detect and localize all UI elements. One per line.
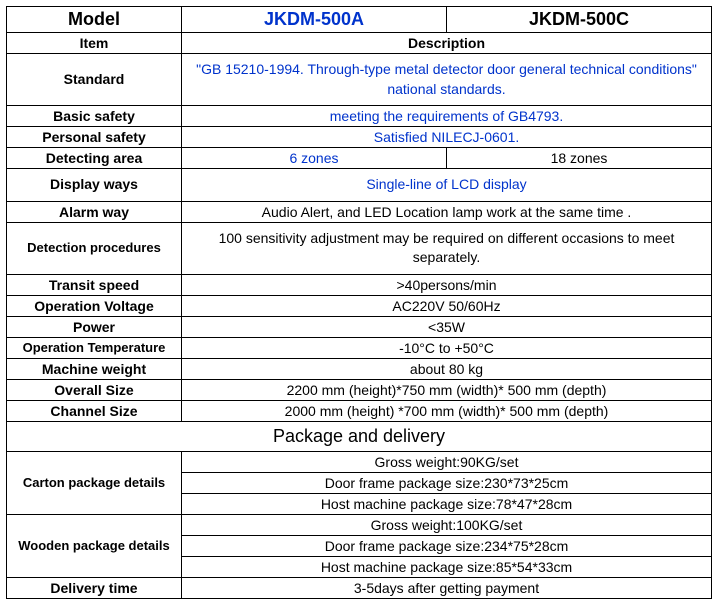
row-label-channel-size: Channel Size bbox=[7, 400, 182, 421]
table-row: Item Description bbox=[7, 33, 712, 54]
spec-table: Model JKDM-500A JKDM-500C Item Descripti… bbox=[6, 6, 712, 599]
header-row: Model JKDM-500A JKDM-500C bbox=[7, 7, 712, 33]
row-value-detecting-area-c: 18 zones bbox=[447, 148, 712, 169]
table-row: Detection procedures 100 sensitivity adj… bbox=[7, 222, 712, 274]
table-row: Wooden package details Gross weight:100K… bbox=[7, 514, 712, 535]
row-label-machine-weight: Machine weight bbox=[7, 358, 182, 379]
model-a-header: JKDM-500A bbox=[182, 7, 447, 33]
row-label-detecting-area: Detecting area bbox=[7, 148, 182, 169]
table-row: Overall Size 2200 mm (height)*750 mm (wi… bbox=[7, 379, 712, 400]
row-value-carton-l1: Gross weight:90KG/set bbox=[182, 451, 712, 472]
table-row: Transit speed >40persons/min bbox=[7, 274, 712, 295]
row-label-operation-temperature: Operation Temperature bbox=[7, 337, 182, 358]
row-label-wooden: Wooden package details bbox=[7, 514, 182, 577]
row-value-transit-speed: >40persons/min bbox=[182, 274, 712, 295]
section-package-delivery: Package and delivery bbox=[7, 421, 712, 451]
row-value-channel-size: 2000 mm (height) *700 mm (width)* 500 mm… bbox=[182, 400, 712, 421]
row-label-operation-voltage: Operation Voltage bbox=[7, 295, 182, 316]
row-label-standard: Standard bbox=[7, 54, 182, 106]
row-value-machine-weight: about 80 kg bbox=[182, 358, 712, 379]
row-value-display-ways: Single-line of LCD display bbox=[182, 169, 712, 202]
row-value-standard: "GB 15210-1994. Through-type metal detec… bbox=[182, 54, 712, 106]
row-label-transit-speed: Transit speed bbox=[7, 274, 182, 295]
row-value-detecting-area-a: 6 zones bbox=[182, 148, 447, 169]
table-row: Alarm way Audio Alert, and LED Location … bbox=[7, 201, 712, 222]
row-value-personal-safety: Satisfied NILECJ-0601. bbox=[182, 127, 712, 148]
row-value-item: Description bbox=[182, 33, 712, 54]
table-row: Power <35W bbox=[7, 316, 712, 337]
row-label-detection-procedures: Detection procedures bbox=[7, 222, 182, 274]
table-row: Display ways Single-line of LCD display bbox=[7, 169, 712, 202]
row-label-delivery: Delivery time bbox=[7, 577, 182, 598]
row-value-basic-safety: meeting the requirements of GB4793. bbox=[182, 106, 712, 127]
table-row: Delivery time 3-5days after getting paym… bbox=[7, 577, 712, 598]
table-row: Machine weight about 80 kg bbox=[7, 358, 712, 379]
row-label-overall-size: Overall Size bbox=[7, 379, 182, 400]
table-row: Operation Voltage AC220V 50/60Hz bbox=[7, 295, 712, 316]
table-row: Operation Temperature -10°C to +50°C bbox=[7, 337, 712, 358]
row-label-display-ways: Display ways bbox=[7, 169, 182, 202]
model-label: Model bbox=[7, 7, 182, 33]
row-label-item: Item bbox=[7, 33, 182, 54]
row-value-overall-size: 2200 mm (height)*750 mm (width)* 500 mm … bbox=[182, 379, 712, 400]
table-row: Personal safety Satisfied NILECJ-0601. bbox=[7, 127, 712, 148]
row-value-carton-l3: Host machine package size:78*47*28cm bbox=[182, 493, 712, 514]
row-value-power: <35W bbox=[182, 316, 712, 337]
row-value-operation-temperature: -10°C to +50°C bbox=[182, 337, 712, 358]
row-value-operation-voltage: AC220V 50/60Hz bbox=[182, 295, 712, 316]
table-row: Carton package details Gross weight:90KG… bbox=[7, 451, 712, 472]
row-label-personal-safety: Personal safety bbox=[7, 127, 182, 148]
row-label-power: Power bbox=[7, 316, 182, 337]
table-row: Basic safety meeting the requirements of… bbox=[7, 106, 712, 127]
row-label-alarm-way: Alarm way bbox=[7, 201, 182, 222]
row-value-delivery: 3-5days after getting payment bbox=[182, 577, 712, 598]
table-row: Detecting area 6 zones 18 zones bbox=[7, 148, 712, 169]
row-value-alarm-way: Audio Alert, and LED Location lamp work … bbox=[182, 201, 712, 222]
table-row: Standard "GB 15210-1994. Through-type me… bbox=[7, 54, 712, 106]
section-row: Package and delivery bbox=[7, 421, 712, 451]
row-label-basic-safety: Basic safety bbox=[7, 106, 182, 127]
row-value-detection-procedures: 100 sensitivity adjustment may be requir… bbox=[182, 222, 712, 274]
row-label-carton: Carton package details bbox=[7, 451, 182, 514]
model-c-header: JKDM-500C bbox=[447, 7, 712, 33]
table-row: Channel Size 2000 mm (height) *700 mm (w… bbox=[7, 400, 712, 421]
row-value-wooden-l2: Door frame package size:234*75*28cm bbox=[182, 535, 712, 556]
row-value-wooden-l3: Host machine package size:85*54*33cm bbox=[182, 556, 712, 577]
row-value-carton-l2: Door frame package size:230*73*25cm bbox=[182, 472, 712, 493]
row-value-wooden-l1: Gross weight:100KG/set bbox=[182, 514, 712, 535]
